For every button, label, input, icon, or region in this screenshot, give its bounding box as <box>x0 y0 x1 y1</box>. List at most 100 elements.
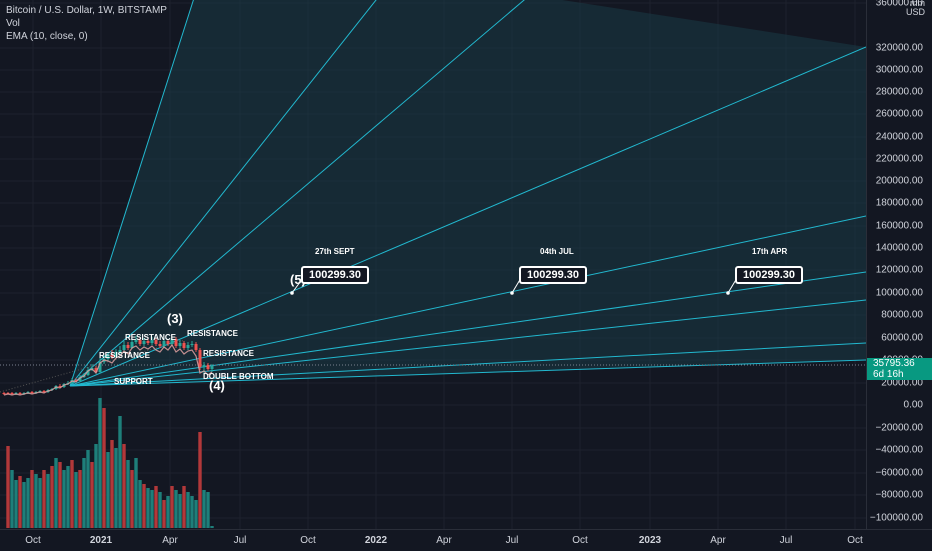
volume-bar <box>10 470 14 528</box>
volume-bar <box>114 448 118 528</box>
volume-bar <box>198 432 202 528</box>
volume-bar <box>154 486 158 528</box>
fan-shading <box>70 0 866 386</box>
time-tick-label: Jul <box>505 535 519 546</box>
candle-body <box>206 365 210 369</box>
candle-body <box>126 345 130 348</box>
fan-line <box>69 215 866 387</box>
volume-bar <box>90 462 94 528</box>
price-tick-label: 100000.00 <box>875 287 923 299</box>
volume-bar <box>42 470 46 528</box>
double-bottom-label: DOUBLE BOTTOM <box>203 372 274 381</box>
time-axis[interactable]: Oct 2021 Apr Jul Oct 2022 Apr Jul Oct 2023 Apr Jul O… <box>0 529 932 551</box>
volume-bar <box>126 460 130 528</box>
fan-area <box>70 0 866 386</box>
volume-bar <box>166 496 170 528</box>
volume-bar <box>174 490 178 528</box>
candle-body <box>130 342 134 348</box>
price-tick-label: 240000.00 <box>875 131 923 143</box>
price-tick-label: 360000.00 <box>875 0 923 9</box>
volume-bar <box>118 416 122 528</box>
fan-line <box>69 0 194 387</box>
candle-body <box>86 370 90 375</box>
ema-indicator-label[interactable]: EMA (10, close, 0) <box>6 31 88 42</box>
candle-body <box>94 368 98 372</box>
ema-curve <box>3 343 213 396</box>
candle-body <box>98 362 102 372</box>
candle-body <box>110 355 114 357</box>
volume-bar <box>94 444 98 528</box>
candle-body <box>114 352 118 357</box>
volume-bar <box>22 482 26 528</box>
volume-bars <box>6 398 214 528</box>
price-tick-label: 260000.00 <box>875 108 923 120</box>
time-tick-label: Apr <box>436 535 452 546</box>
volume-bar <box>194 500 198 528</box>
volume-bar <box>54 458 58 528</box>
bar-countdown: 6d 16h <box>873 369 904 380</box>
price-tick-label: 220000.00 <box>875 153 923 165</box>
candle-body <box>118 350 122 352</box>
target-date-label: 27th SEPT <box>315 247 355 256</box>
candle-body <box>146 341 150 343</box>
chart-pane[interactable]: Bitcoin / U.S. Dollar, 1W, BITSTAMP Vol … <box>0 0 866 529</box>
candle-body <box>142 341 146 344</box>
candle-body <box>178 343 182 346</box>
wave-4-label: (4) <box>209 378 225 393</box>
candle-body <box>186 345 190 348</box>
volume-bar <box>122 444 126 528</box>
candle-body <box>58 386 62 387</box>
resistance-label: RESISTANCE <box>187 329 238 338</box>
price-tick-label: 280000.00 <box>875 86 923 98</box>
time-tick-label: Jul <box>779 535 793 546</box>
price-tick-label: 60000.00 <box>881 332 923 344</box>
candle-body <box>174 339 178 346</box>
price-tick-label: 320000.00 <box>875 42 923 54</box>
resistance-label: RESISTANCE <box>125 333 176 342</box>
volume-bar <box>50 466 54 528</box>
volume-bar <box>170 486 174 528</box>
volume-bar <box>102 408 106 528</box>
time-tick-label: Jul <box>233 535 247 546</box>
target-date-label: 17th APR <box>752 247 788 256</box>
ema-line <box>3 343 213 396</box>
fan-line <box>69 0 525 387</box>
time-tick-label: 2021 <box>89 535 113 546</box>
target-point <box>510 291 514 295</box>
volume-bar <box>58 462 62 528</box>
volume-indicator-label[interactable]: Vol <box>6 18 20 29</box>
resistance-label: RESISTANCE <box>99 351 150 360</box>
volume-bar <box>186 492 190 528</box>
price-target-callout[interactable]: 100299.30 <box>301 266 369 284</box>
candle-body <box>134 340 138 342</box>
price-axis[interactable]: mm USD 360000.00 320000.00 300000.00 280000… <box>866 0 932 529</box>
price-target-callout[interactable]: 100299.30 <box>735 266 803 284</box>
candle-body <box>182 343 186 348</box>
candle-body <box>154 340 158 344</box>
volume-bar <box>146 488 150 528</box>
time-tick-label: Oct <box>847 535 863 546</box>
support-label: SUPPORT <box>114 377 153 386</box>
fan-line <box>69 359 866 387</box>
symbol-title[interactable]: Bitcoin / U.S. Dollar, 1W, BITSTAMP <box>6 5 167 16</box>
price-tick-label: 20000.00 <box>881 377 923 389</box>
candle-body <box>106 355 110 359</box>
price-target-callout[interactable]: 100299.30 <box>519 266 587 284</box>
volume-bar <box>18 476 22 528</box>
candle-body <box>150 340 154 343</box>
time-tick-label: Oct <box>300 535 316 546</box>
price-tick-label: 80000.00 <box>881 309 923 321</box>
volume-bar <box>162 500 166 528</box>
candle-body <box>190 344 194 345</box>
volume-bar <box>178 494 182 528</box>
candle-body <box>2 393 6 394</box>
currency-label: mm <box>910 0 925 8</box>
time-tick-label: Apr <box>710 535 726 546</box>
last-price-value: 35795.36 <box>873 358 915 369</box>
volume-bar <box>70 460 74 528</box>
candle-body <box>42 391 46 392</box>
chart-canvas[interactable] <box>0 0 866 529</box>
price-tick-label: 0.00 <box>903 399 923 411</box>
volume-bar <box>74 472 78 528</box>
candle-body <box>10 393 14 394</box>
